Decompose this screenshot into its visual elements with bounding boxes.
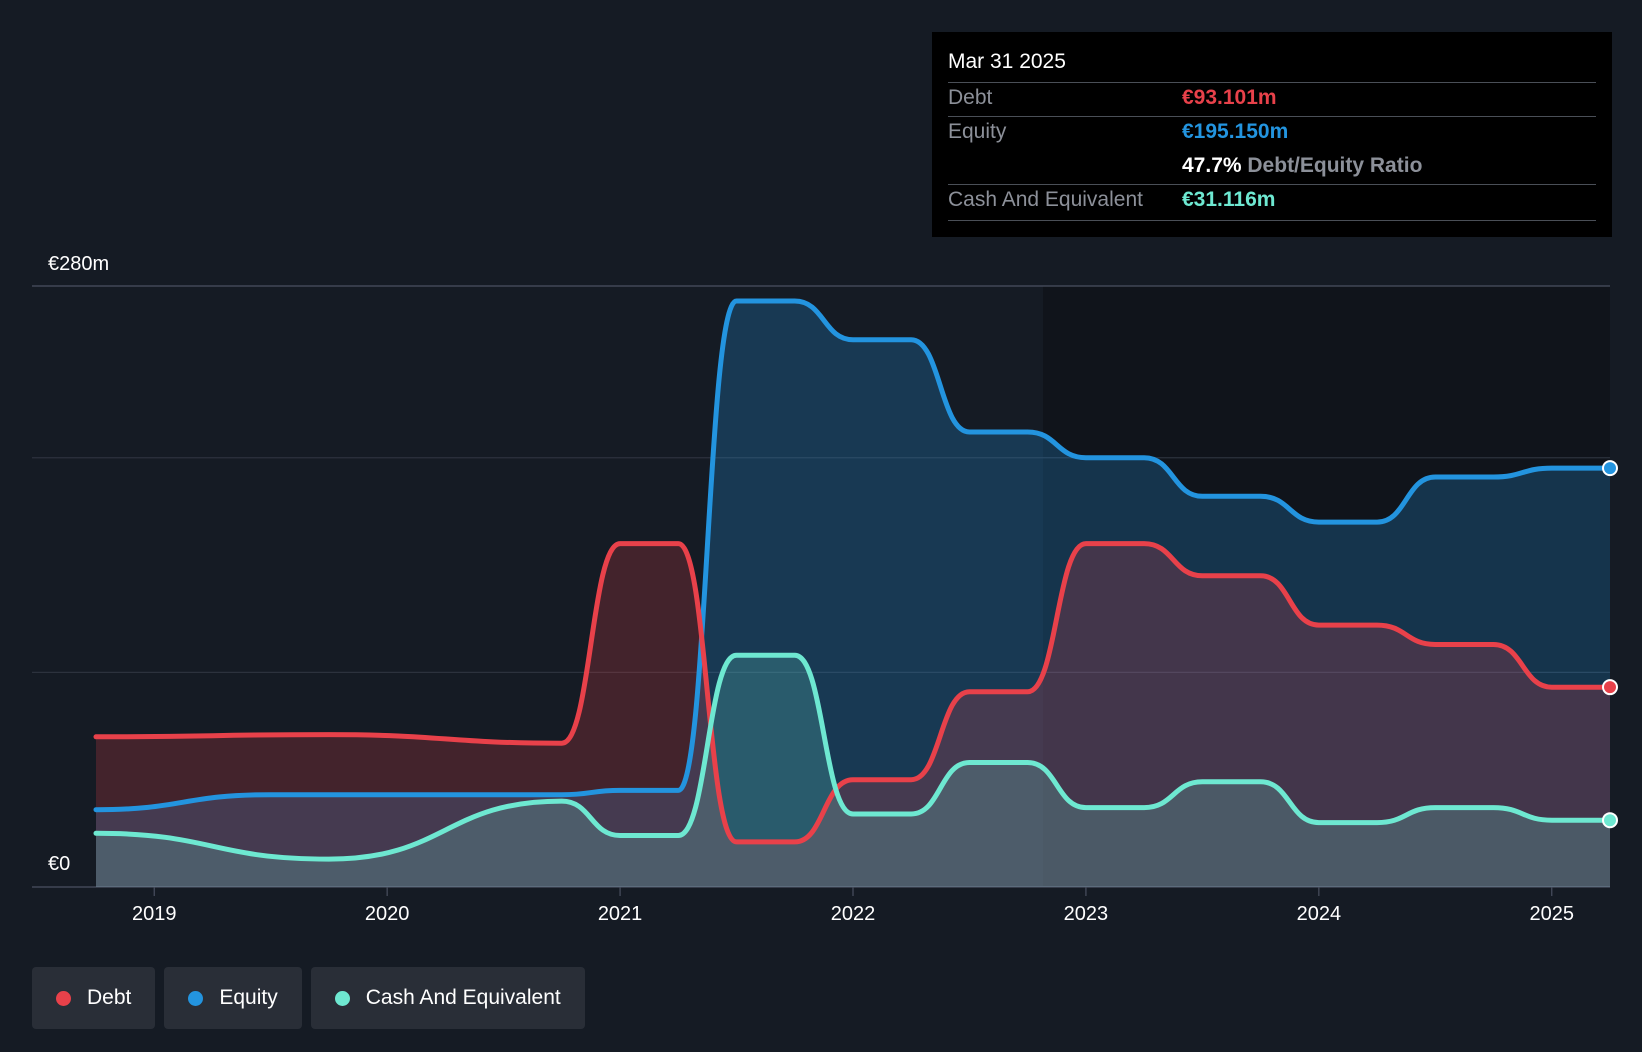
tooltip-equity-value: €195.150m bbox=[1182, 120, 1289, 143]
series-area-debt bbox=[96, 543, 1610, 887]
tooltip-divider bbox=[948, 82, 1596, 83]
series-lines bbox=[93, 298, 1610, 862]
gridlines bbox=[32, 285, 1610, 888]
equity-dot-icon bbox=[188, 990, 204, 1006]
series-areas bbox=[96, 301, 1610, 887]
series-area-equity bbox=[96, 301, 1610, 887]
x-tick-label: 2022 bbox=[831, 903, 876, 925]
x-tick-label: 2025 bbox=[1530, 903, 1575, 925]
end-marker-debt bbox=[1602, 679, 1618, 696]
tooltip-cash-label: Cash And Equivalent bbox=[948, 188, 1143, 211]
cash-dot-icon bbox=[334, 990, 350, 1006]
series-end-markers bbox=[1602, 460, 1618, 829]
tooltip-ratio-value: 47.7% bbox=[1182, 154, 1242, 177]
x-tick-label: 2019 bbox=[132, 903, 177, 925]
forecast-shading bbox=[1043, 286, 1610, 886]
tooltip-date: Mar 31 2025 bbox=[948, 50, 1066, 73]
legend-item-debt[interactable]: Debt bbox=[32, 967, 156, 1029]
y-tick-label-zero: €0 bbox=[48, 853, 70, 875]
legend-label-equity: Equity bbox=[219, 986, 278, 1009]
tooltip-debt-label: Debt bbox=[948, 86, 993, 109]
debt-dot-icon bbox=[56, 990, 71, 1006]
x-tick-label: 2021 bbox=[598, 903, 643, 925]
series-line-equity bbox=[93, 298, 1610, 813]
series-line-cash-and-equivalent bbox=[93, 652, 1610, 862]
tooltip: Mar 31 2025 Debt €93.101m Equity €195.15… bbox=[932, 32, 1612, 237]
tooltip-debt-value: €93.101m bbox=[1182, 86, 1277, 109]
x-tick-label: 2020 bbox=[365, 903, 410, 925]
legend-label-debt: Debt bbox=[87, 986, 132, 1009]
end-marker-cash-and-equivalent bbox=[1602, 812, 1618, 829]
legend-item-cash[interactable]: Cash And Equivalent bbox=[310, 967, 585, 1029]
legend-item-equity[interactable]: Equity bbox=[164, 967, 302, 1029]
tooltip-ratio-label: Debt/Equity Ratio bbox=[1247, 154, 1423, 177]
end-marker-equity bbox=[1602, 460, 1618, 477]
y-tick-label-max: €280m bbox=[48, 253, 109, 275]
tooltip-divider bbox=[948, 116, 1596, 117]
series-area-cash-and-equivalent bbox=[96, 655, 1610, 887]
legend-label-cash: Cash And Equivalent bbox=[365, 986, 561, 1009]
tooltip-ratio: 47.7% Debt/Equity Ratio bbox=[1182, 154, 1422, 178]
x-tick-label: 2024 bbox=[1297, 903, 1342, 925]
x-axis: 2019 2020 2021 2022 2023 2024 2025 bbox=[132, 887, 1574, 925]
x-tick-label: 2023 bbox=[1064, 903, 1109, 925]
tooltip-divider bbox=[948, 220, 1596, 221]
tooltip-divider bbox=[948, 184, 1596, 185]
tooltip-equity-label: Equity bbox=[948, 120, 1007, 143]
legend: Debt Equity Cash And Equivalent bbox=[32, 967, 594, 1029]
series-line-debt bbox=[93, 541, 1610, 845]
tooltip-cash-value: €31.116m bbox=[1182, 188, 1276, 211]
